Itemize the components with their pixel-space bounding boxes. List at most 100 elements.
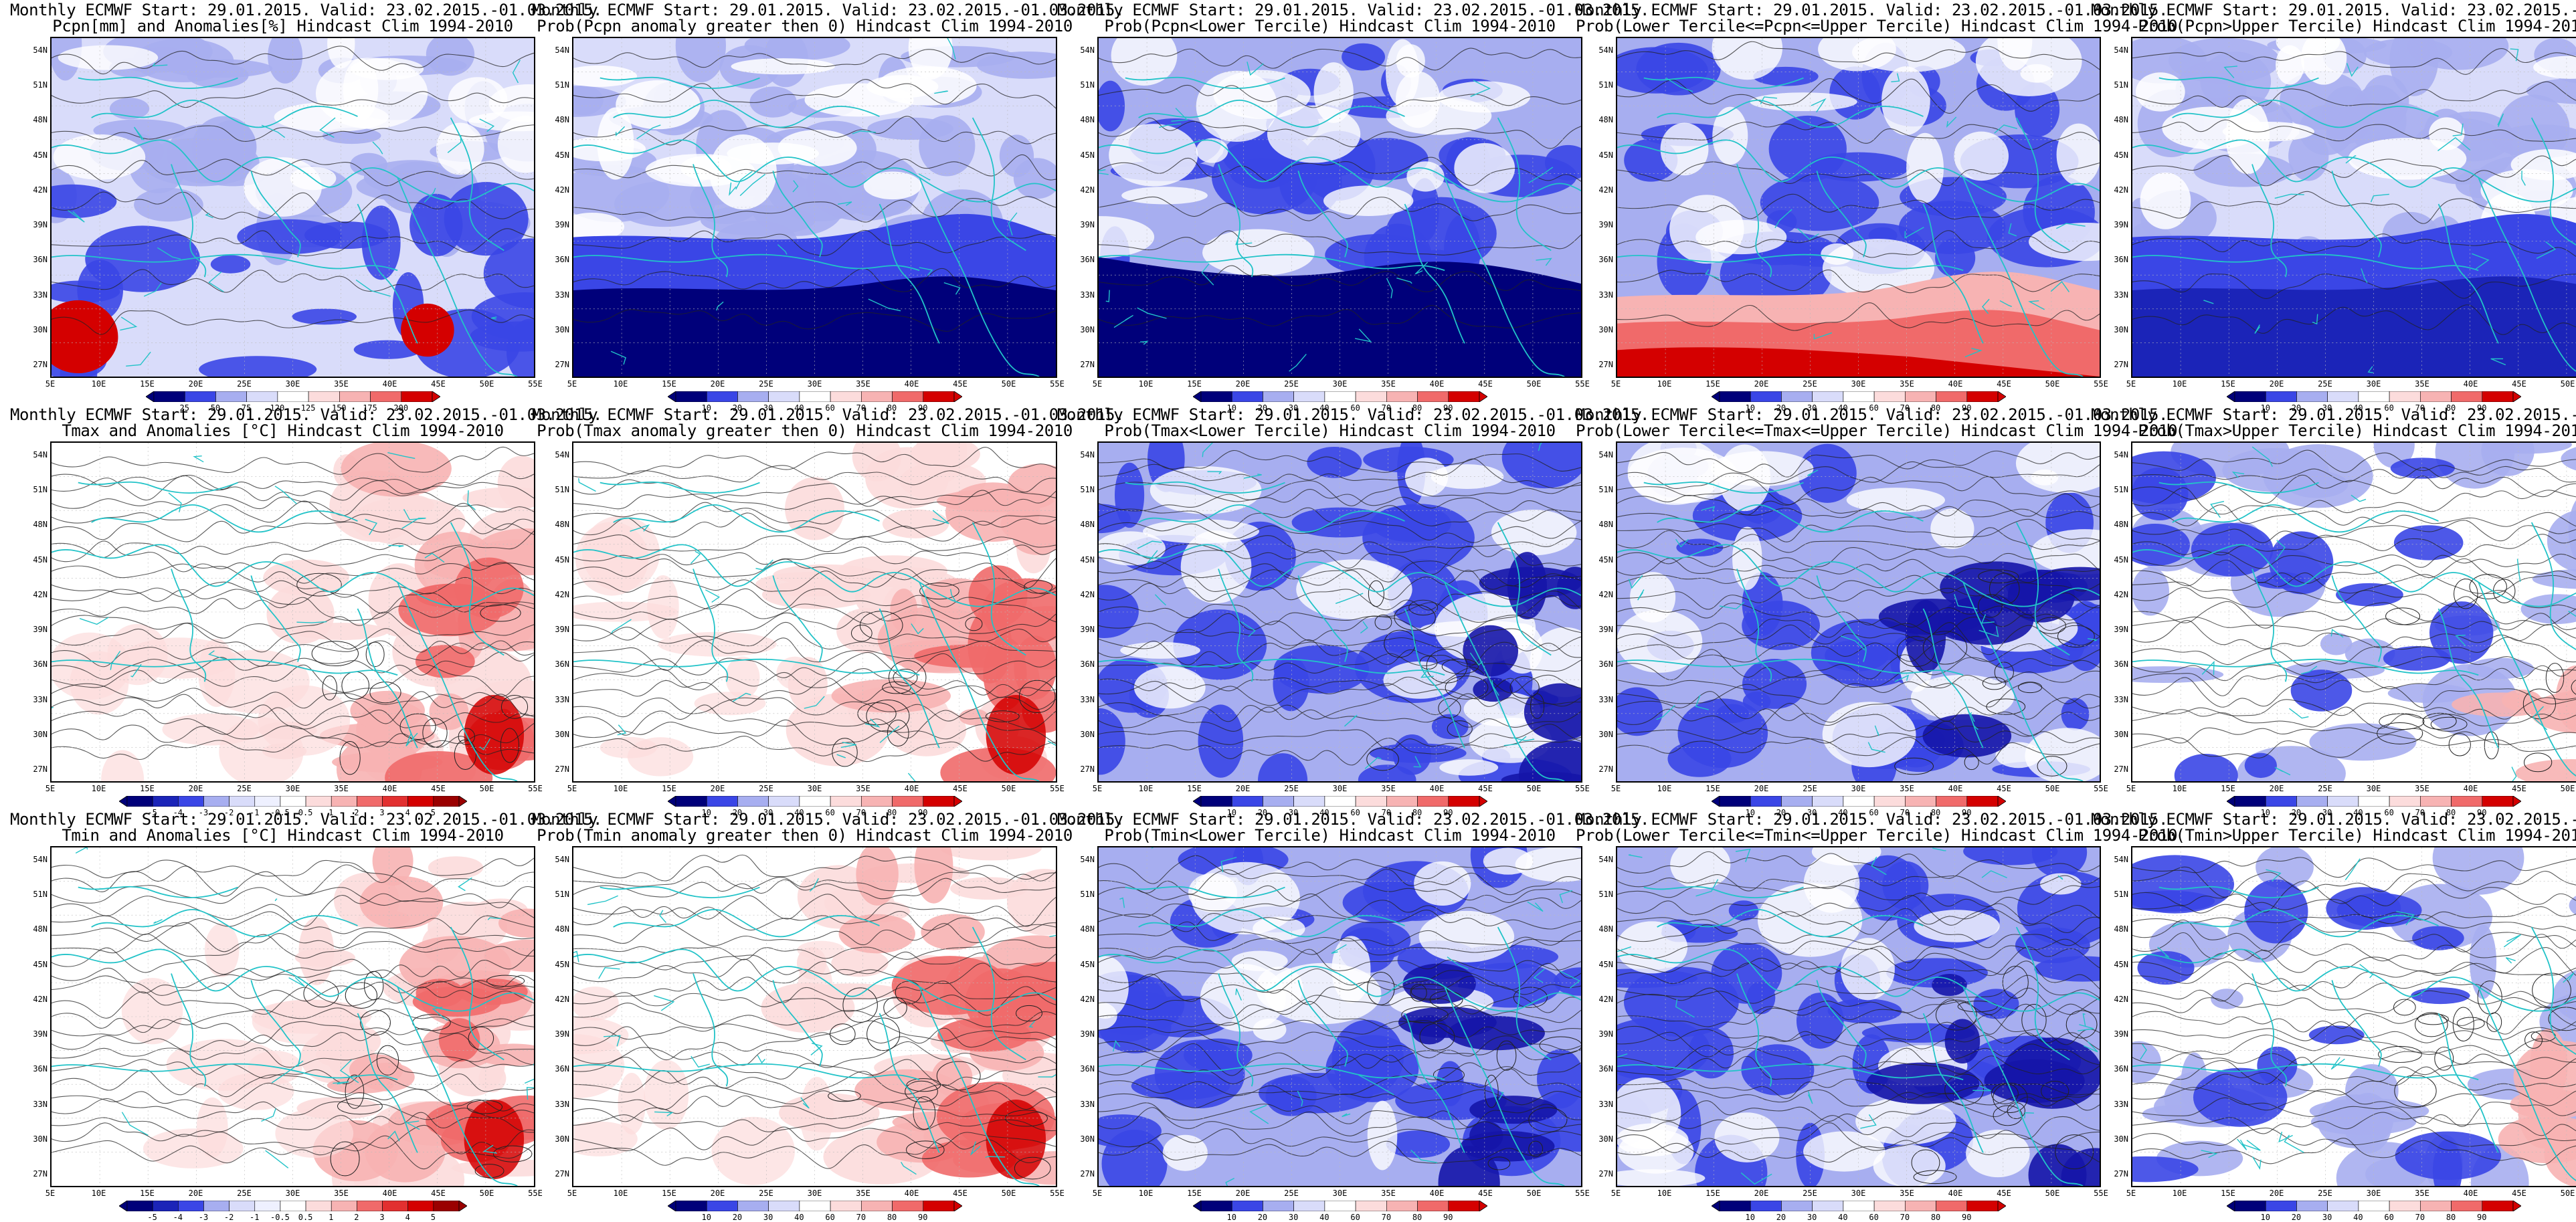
colorbar-tick-label: 3	[369, 1213, 395, 1222]
panel-title-line2: Tmin and Anomalies [°C] Hindcast Clim 19…	[10, 827, 555, 844]
colorbar-tick-label: 10	[693, 1213, 720, 1222]
longitude-label: 15E	[1699, 379, 1726, 389]
latitude-label: 27N	[29, 360, 48, 369]
longitude-label: 40E	[899, 1189, 925, 1198]
longitude-label: 45E	[2506, 784, 2533, 793]
latitude-label: 30N	[1594, 1134, 1613, 1144]
panel-title-line2: Prob(Tmax>Upper Tercile) Hindcast Clim 1…	[2091, 422, 2576, 439]
longitude-label: 25E	[753, 784, 779, 793]
latitude-label: 30N	[2110, 1134, 2128, 1144]
longitude-label: 45E	[2506, 379, 2533, 389]
map-field	[573, 38, 1056, 377]
longitude-label: 45E	[1991, 784, 2017, 793]
longitude-label: 10E	[1133, 1189, 1160, 1198]
longitude-label: 25E	[231, 784, 258, 793]
forecast-panel: Monthly ECMWF Start: 29.01.2015. Valid: …	[10, 405, 555, 806]
latitude-label: 36N	[2110, 659, 2128, 669]
colorbar-tick-label: 40	[2344, 1213, 2371, 1222]
forecast-panel: Monthly ECMWF Start: 29.01.2015. Valid: …	[1057, 0, 1602, 401]
latitude-label: 51N	[1594, 890, 1613, 899]
latitude-label: 30N	[29, 1134, 48, 1144]
colorbar	[1712, 796, 2006, 807]
longitude-label: 5E	[1602, 784, 1629, 793]
latitude-label: 36N	[1076, 659, 1095, 669]
colorbar	[119, 796, 467, 807]
colorbar	[2227, 391, 2521, 402]
latitude-label: 39N	[29, 220, 48, 229]
longitude-label: 45E	[947, 379, 974, 389]
longitude-label: 25E	[1278, 1189, 1305, 1198]
longitude-label: 45E	[1991, 1189, 2017, 1198]
latitude-label: 42N	[1594, 185, 1613, 195]
longitude-label: 5E	[559, 379, 585, 389]
latitude-label: 39N	[1594, 625, 1613, 634]
latitude-label: 27N	[551, 1169, 569, 1179]
latitude-label: 48N	[1076, 115, 1095, 124]
colorbar	[1193, 796, 1487, 807]
latitude-label: 54N	[551, 855, 569, 864]
longitude-label: 35E	[1375, 784, 1402, 793]
panel-title-line2: Prob(Tmin anomaly greater then 0) Hindca…	[532, 827, 1077, 844]
longitude-label: 5E	[1084, 379, 1111, 389]
longitude-label: 10E	[1651, 379, 1678, 389]
longitude-label: 15E	[656, 784, 682, 793]
longitude-label: 50E	[2039, 379, 2066, 389]
latitude-label: 39N	[1076, 1029, 1095, 1039]
longitude-label: 45E	[1991, 379, 2017, 389]
latitude-label: 33N	[1594, 695, 1613, 704]
latitude-label: 54N	[1594, 450, 1613, 460]
longitude-label: 10E	[86, 1189, 112, 1198]
latitude-label: 42N	[2110, 185, 2128, 195]
latitude-label: 45N	[2110, 555, 2128, 565]
longitude-label: 10E	[2167, 379, 2193, 389]
longitude-label: 40E	[377, 379, 403, 389]
longitude-label: 35E	[328, 379, 355, 389]
longitude-label: 15E	[656, 1189, 682, 1198]
longitude-label: 50E	[474, 379, 500, 389]
longitude-label: 25E	[231, 379, 258, 389]
colorbar-tick-label: 10	[1737, 1213, 1764, 1222]
forecast-panel: Monthly ECMWF Start: 29.01.2015. Valid: …	[532, 0, 1077, 401]
longitude-label: 25E	[1797, 379, 1823, 389]
longitude-label: 45E	[1472, 1189, 1499, 1198]
latitude-label: 42N	[1594, 590, 1613, 599]
longitude-label: 45E	[1472, 379, 1499, 389]
longitude-label: 30E	[802, 1189, 828, 1198]
latitude-label: 30N	[1076, 730, 1095, 739]
colorbar-tick-label: -0.5	[266, 1213, 293, 1222]
latitude-label: 39N	[1594, 220, 1613, 229]
colorbar	[119, 1201, 467, 1211]
forecast-panel: Monthly ECMWF Start: 29.01.2015. Valid: …	[1057, 809, 1602, 1211]
longitude-label: 25E	[753, 379, 779, 389]
latitude-label: 33N	[551, 290, 569, 300]
longitude-label: 45E	[425, 1189, 452, 1198]
longitude-label: 5E	[37, 1189, 64, 1198]
longitude-label: 35E	[850, 1189, 877, 1198]
latitude-label: 42N	[551, 995, 569, 1004]
latitude-label: 48N	[29, 924, 48, 934]
panel-title-line2: Prob(Pcpn<Lower Tercile) Hindcast Clim 1…	[1057, 17, 1602, 35]
longitude-label: 15E	[2215, 379, 2241, 389]
map-field	[573, 847, 1056, 1186]
longitude-label: 20E	[705, 1189, 731, 1198]
latitude-label: 27N	[1076, 1169, 1095, 1179]
longitude-label: 30E	[2361, 784, 2387, 793]
map-plot	[1097, 846, 1582, 1187]
latitude-label: 30N	[1076, 325, 1095, 334]
longitude-label: 15E	[1181, 1189, 1208, 1198]
colorbar-tick-label: -2	[215, 1213, 242, 1222]
map-field	[52, 443, 534, 781]
latitude-label: 54N	[29, 450, 48, 460]
longitude-label: 25E	[1278, 784, 1305, 793]
latitude-label: 42N	[2110, 590, 2128, 599]
longitude-label: 50E	[474, 784, 500, 793]
map-plot	[50, 846, 535, 1187]
latitude-label: 39N	[551, 220, 569, 229]
colorbar	[1712, 1201, 2006, 1211]
latitude-label: 48N	[29, 115, 48, 124]
longitude-label: 25E	[2312, 784, 2338, 793]
longitude-label: 20E	[1230, 784, 1257, 793]
latitude-label: 36N	[1594, 659, 1613, 669]
longitude-label: 20E	[183, 379, 209, 389]
longitude-label: 45E	[2506, 1189, 2533, 1198]
